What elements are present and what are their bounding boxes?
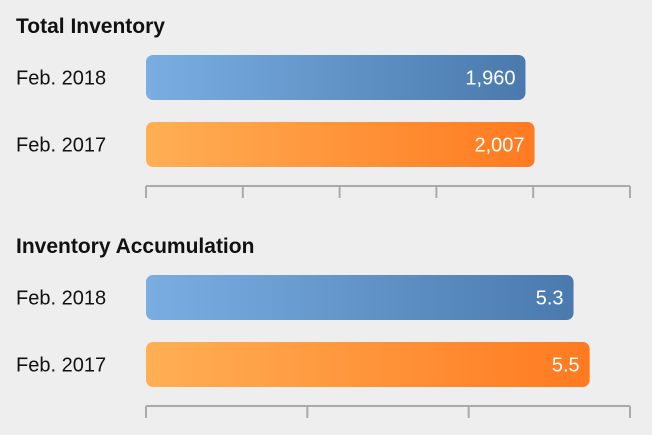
bar [146,342,590,387]
chart-title: Inventory Accumulation [16,235,255,258]
value-label: 5.3 [536,288,564,310]
inventory-accumulation-plot: Feb. 2018 5.3 Feb. 2017 5.5 [16,275,631,418]
category-label: Feb. 2017 [16,355,106,377]
bar [146,122,535,167]
chart-title: Total Inventory [16,15,165,38]
value-label: 1,960 [465,68,515,90]
bar [146,55,526,100]
category-label: Feb. 2017 [16,135,106,157]
bar [146,275,574,320]
total-inventory-plot: Feb. 2018 1,960 Feb. 2017 2,007 [16,55,631,198]
category-label: Feb. 2018 [16,68,106,90]
inventory-accumulation-chart: Inventory Accumulation Feb. 2018 5.3 Feb. … [0,220,652,435]
value-label: 2,007 [474,135,524,157]
total-inventory-chart: Total Inventory Feb. 2018 1,960 Feb. 2017 2… [0,0,652,215]
category-label: Feb. 2018 [16,288,106,310]
value-label: 5.5 [552,355,580,377]
